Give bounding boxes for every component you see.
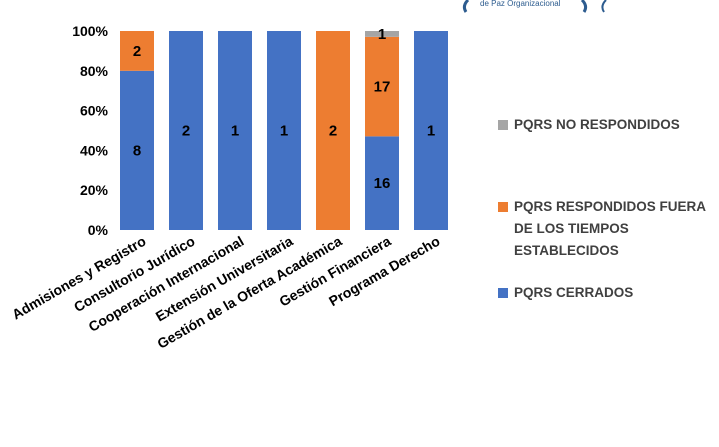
data-label: 17 bbox=[374, 79, 391, 96]
bar-segment bbox=[120, 31, 154, 71]
bar-segment bbox=[120, 70, 154, 230]
logo-bracket-left-icon bbox=[462, 0, 470, 13]
data-label: 2 bbox=[133, 43, 141, 60]
logo-text: de Paz Organizacional bbox=[480, 0, 561, 8]
bar-segment bbox=[169, 31, 203, 230]
data-label: 16 bbox=[374, 175, 391, 192]
logo-bracket-extra-icon bbox=[601, 0, 607, 13]
bar-segment bbox=[218, 31, 252, 230]
legend-item-no-respondidos: PQRS NO RESPONDIDOS bbox=[498, 114, 719, 136]
data-label: 1 bbox=[280, 123, 288, 140]
legend-swatch-fuera-tiempo bbox=[498, 202, 508, 212]
data-label: 2 bbox=[182, 123, 190, 140]
data-label: 2 bbox=[329, 123, 337, 140]
y-axis: 0% 20% 40% 60% 80% 100% bbox=[72, 23, 108, 238]
data-label: 1 bbox=[378, 26, 386, 43]
logo-bracket-right-icon bbox=[580, 0, 588, 13]
y-tick-label: 20% bbox=[80, 182, 109, 198]
bar-segment bbox=[414, 31, 448, 230]
data-labels: 8 2 2 1 1 2 16 17 1 1 bbox=[133, 26, 435, 192]
legend-item-fuera-tiempo: PQRS RESPONDIDOS FUERA DE LOS TIEMPOS ES… bbox=[498, 196, 719, 262]
y-tick-label: 40% bbox=[80, 142, 109, 158]
y-tick-label: 60% bbox=[80, 103, 109, 119]
legend-item-cerrados: PQRS CERRADOS bbox=[498, 282, 719, 304]
bar-segment bbox=[365, 36, 399, 137]
bar-segment bbox=[365, 136, 399, 230]
legend-label-no-respondidos: PQRS NO RESPONDIDOS bbox=[514, 117, 680, 132]
data-label: 1 bbox=[231, 123, 239, 140]
legend-swatch-no-respondidos bbox=[498, 120, 508, 130]
data-label: 1 bbox=[427, 123, 435, 140]
y-tick-label: 0% bbox=[88, 222, 109, 238]
bar-segment bbox=[365, 31, 399, 37]
y-tick-label: 80% bbox=[80, 63, 109, 79]
data-label: 8 bbox=[133, 142, 141, 159]
bar-segment bbox=[316, 31, 350, 230]
legend-swatch-cerrados bbox=[498, 288, 508, 298]
logo-fragment: de Paz Organizacional bbox=[462, 0, 607, 13]
bars bbox=[120, 31, 448, 230]
legend-label-fuera-tiempo: PQRS RESPONDIDOS FUERA DE LOS TIEMPOS ES… bbox=[514, 199, 706, 258]
y-tick-label: 100% bbox=[72, 23, 108, 39]
bar-segment bbox=[267, 31, 301, 230]
legend-label-cerrados: PQRS CERRADOS bbox=[514, 285, 634, 300]
